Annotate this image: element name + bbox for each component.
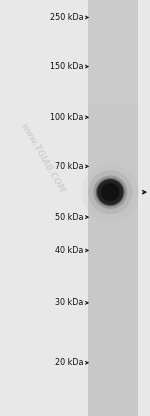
Text: 250 kDa: 250 kDa [50,13,83,22]
Ellipse shape [88,170,133,214]
Text: 20 kDa: 20 kDa [55,358,83,367]
Text: 70 kDa: 70 kDa [55,162,83,171]
Ellipse shape [81,164,139,220]
Ellipse shape [96,178,125,206]
Text: 50 kDa: 50 kDa [55,213,83,222]
Ellipse shape [101,183,119,201]
Bar [88,0,138,104]
Ellipse shape [93,176,127,209]
Text: 150 kDa: 150 kDa [50,62,83,71]
Text: www.TGIAB.COM: www.TGIAB.COM [18,121,66,195]
Bar [88,0,138,416]
Text: 40 kDa: 40 kDa [55,246,83,255]
Ellipse shape [97,179,123,205]
Text: 30 kDa: 30 kDa [55,298,83,307]
Text: 100 kDa: 100 kDa [50,113,83,122]
